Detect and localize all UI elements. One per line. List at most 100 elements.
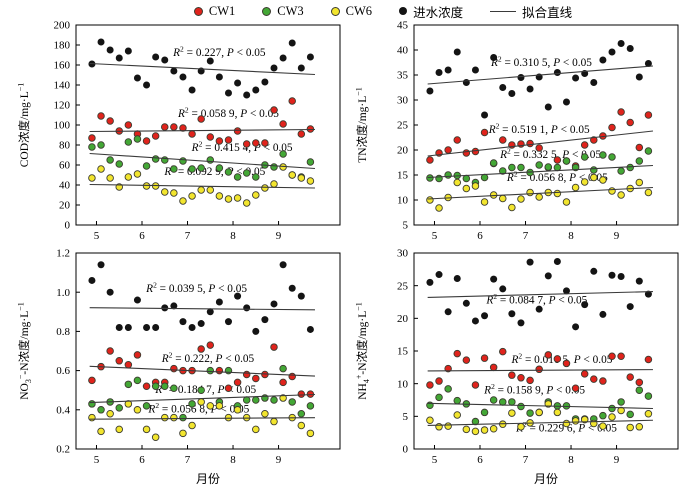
- data-point: [626, 423, 634, 432]
- chart-nh4n-scatter: 5 6 7 8 9 0 5 10 15 20 25 30 NH4+-N浓度/mg·L−1 月份 R2 = 0…: [355, 248, 679, 486]
- data-point: [553, 189, 562, 198]
- y-tick-label: 5: [403, 220, 409, 232]
- data-point: [453, 349, 461, 358]
- data-point: [617, 398, 625, 406]
- data-point: [97, 261, 105, 269]
- data-point: [170, 364, 178, 373]
- data-point: [179, 124, 187, 132]
- data-point: [124, 138, 133, 146]
- data-point: [124, 47, 132, 55]
- legend-item-1: CW3: [262, 4, 304, 19]
- y-tick-label: 80: [59, 140, 71, 152]
- data-point: [261, 78, 269, 86]
- y-tick-label: 0.4: [56, 404, 70, 416]
- data-point: [270, 343, 278, 351]
- x-tick-label: 9: [614, 454, 620, 466]
- data-point: [252, 396, 260, 404]
- data-point: [151, 155, 160, 163]
- data-point: [261, 184, 269, 192]
- y-tick-label: 1.2: [56, 248, 70, 260]
- fit-line-CW6: [89, 417, 315, 420]
- legend-dot-icon: [193, 6, 203, 16]
- data-point: [261, 316, 269, 324]
- data-point: [106, 347, 114, 355]
- data-point: [571, 384, 580, 392]
- data-point: [197, 115, 205, 123]
- data-point: [306, 402, 315, 410]
- data-point: [279, 394, 287, 402]
- scatter-series-CW6: [426, 173, 653, 212]
- y-axis-title: NO3−-N浓度/mg·L−1: [17, 302, 34, 400]
- legend-dot-icon: [262, 6, 272, 16]
- data-point: [608, 271, 616, 279]
- y-axis: 0 5 10 15 20 25 30: [397, 248, 418, 456]
- data-point: [526, 188, 534, 197]
- data-point: [179, 429, 187, 438]
- data-point: [106, 156, 114, 164]
- data-point: [471, 317, 479, 325]
- data-point: [599, 422, 607, 430]
- x-tick-label: 6: [477, 230, 483, 242]
- data-point: [133, 296, 141, 304]
- data-point: [188, 323, 196, 331]
- data-point: [644, 355, 653, 364]
- data-point: [562, 402, 571, 410]
- data-point: [188, 400, 196, 408]
- data-point: [115, 54, 123, 62]
- y-axis-title-part: NO: [19, 383, 31, 400]
- x-tick-label: 6: [139, 230, 145, 242]
- data-point: [97, 112, 105, 120]
- data-point: [526, 85, 534, 93]
- data-point: [508, 163, 516, 172]
- y-axis-title-part: +: [355, 374, 364, 379]
- data-point: [426, 416, 434, 425]
- data-point: [435, 69, 443, 76]
- y-axis-title-part: TN浓度/mg·L: [355, 96, 369, 163]
- legend-item-3: 进水浓度: [399, 2, 463, 21]
- data-point: [261, 409, 269, 418]
- data-point: [608, 123, 616, 132]
- data-point: [224, 136, 233, 144]
- data-point: [215, 164, 224, 172]
- data-point: [571, 183, 580, 192]
- x-tick-label: 9: [276, 230, 282, 242]
- data-point: [517, 423, 525, 431]
- data-point: [270, 417, 278, 426]
- y-tick-label: 10: [397, 195, 409, 207]
- data-point: [626, 373, 634, 381]
- data-point: [517, 163, 525, 172]
- scatter-series-进水浓度: [88, 38, 314, 99]
- r2-annotation: R2 = 0.056 8, P < 0.05: [147, 401, 249, 416]
- legend: CW1 CW3 CW6 进水浓度 拟合直线: [0, 1, 700, 21]
- data-point: [444, 385, 452, 393]
- data-point: [88, 376, 96, 385]
- data-point: [161, 123, 169, 131]
- data-point: [480, 354, 489, 362]
- data-point: [197, 398, 205, 406]
- r2-annotation: R2 = 0.415 4, P < 0.05: [191, 140, 293, 155]
- data-point: [279, 364, 287, 373]
- data-point: [462, 425, 471, 434]
- data-point: [571, 417, 580, 425]
- data-point: [499, 194, 507, 203]
- scatter-series-CW1: [88, 97, 315, 148]
- data-point: [88, 276, 96, 284]
- y-tick-label: 160: [54, 60, 71, 72]
- data-point: [444, 308, 452, 316]
- data-point: [617, 40, 625, 47]
- data-point: [590, 173, 598, 182]
- data-point: [435, 423, 443, 431]
- chart-tn-scatter: 5 6 7 8 9 5 10 15 20 25 30 35 40 45 TN浓度/mg·L−1 R2 = 0.…: [355, 20, 679, 242]
- data-point: [499, 285, 507, 293]
- data-point: [215, 298, 223, 306]
- data-point: [170, 189, 178, 197]
- data-point: [243, 304, 251, 312]
- fit-line-CW3: [427, 164, 653, 179]
- data-point: [151, 433, 160, 441]
- data-point: [97, 165, 105, 173]
- x-tick-label: 7: [523, 230, 529, 242]
- data-point: [562, 157, 571, 165]
- data-point: [544, 163, 553, 171]
- y-tick-label: 10: [397, 378, 409, 390]
- data-point: [590, 136, 598, 144]
